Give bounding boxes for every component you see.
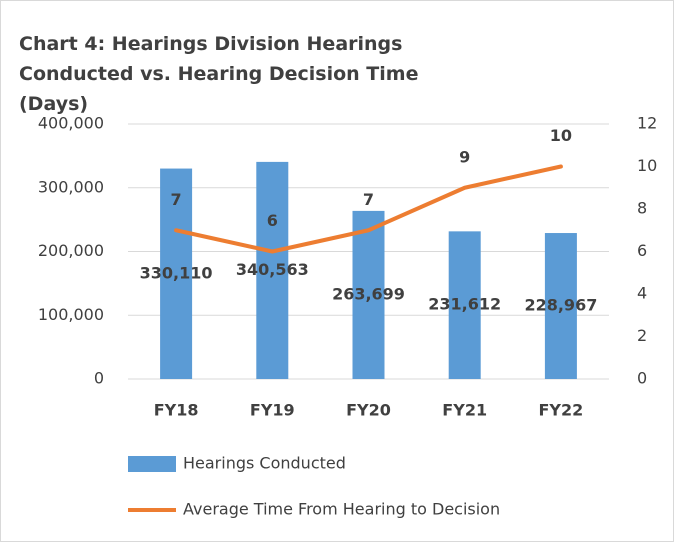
y2-tick-label: 0	[637, 369, 647, 388]
y-tick-label: 400,000	[38, 114, 104, 133]
x-tick-label: FY20	[346, 401, 391, 420]
legend-label: Hearings Conducted	[183, 454, 346, 473]
legend-label: Average Time From Hearing to Decision	[183, 500, 500, 519]
x-tick-label: FY18	[154, 401, 199, 420]
y-tick-label: 100,000	[38, 305, 104, 324]
y-tick-label: 0	[94, 369, 104, 388]
bar-value-label: 330,110	[140, 263, 213, 282]
y2-tick-label: 10	[637, 156, 657, 175]
bar	[256, 161, 289, 379]
bar-value-label: 263,699	[332, 284, 405, 303]
bar	[352, 210, 385, 379]
bar-value-label: 340,563	[236, 260, 309, 279]
y2-tick-label: 8	[637, 199, 647, 218]
bar	[544, 233, 577, 379]
y2-tick-label: 12	[637, 114, 657, 133]
y2-tick-label: 2	[637, 326, 647, 345]
y-tick-label: 200,000	[38, 241, 104, 260]
line-value-label: 9	[459, 147, 470, 166]
bar-value-label: 231,612	[428, 295, 501, 314]
line	[174, 164, 563, 254]
y-tick-label: 300,000	[38, 177, 104, 196]
line-value-label: 10	[550, 126, 572, 145]
y2-tick-label: 4	[637, 284, 647, 303]
line-value-label: 7	[363, 190, 374, 209]
y2-tick-label: 6	[637, 241, 647, 260]
bar	[448, 231, 481, 379]
line-value-label: 6	[267, 211, 278, 230]
x-tick-label: FY22	[539, 401, 584, 420]
line-value-label: 7	[171, 190, 182, 209]
x-tick-label: FY19	[250, 401, 295, 420]
bar-value-label: 228,967	[524, 296, 597, 315]
bar	[160, 168, 193, 379]
legend-swatch	[128, 456, 176, 472]
x-tick-label: FY21	[442, 401, 487, 420]
chart-title: Chart 4: Hearings Division Hearings Cond…	[19, 33, 419, 115]
